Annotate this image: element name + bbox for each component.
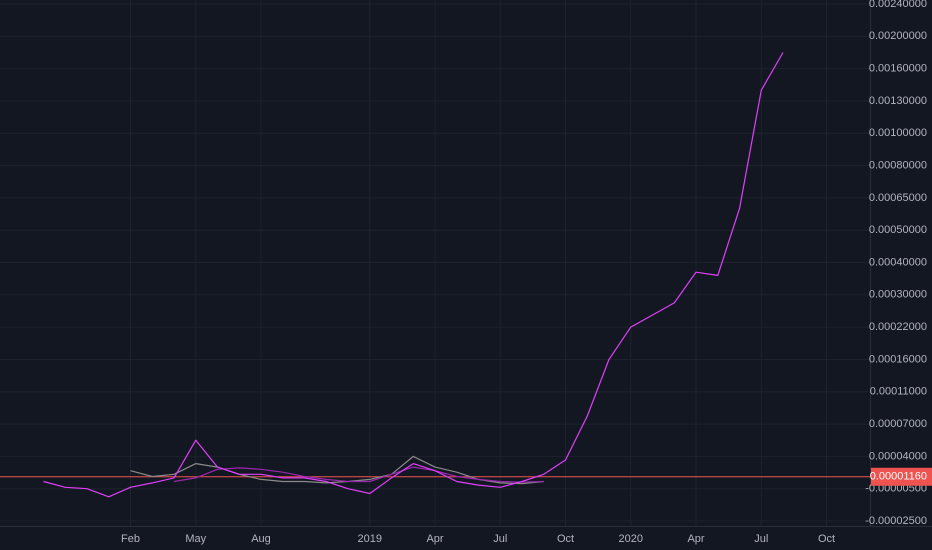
y-tick-label: 0.00016000: [869, 353, 927, 365]
y-tick-label: 0.00007000: [869, 418, 927, 430]
series-line: [173, 466, 544, 483]
series-line: [130, 455, 544, 485]
x-tick-label: Oct: [557, 533, 574, 545]
y-tick-label: 0.00004000: [869, 450, 927, 462]
last-price-box: [871, 467, 932, 486]
y-tick-label: 0.00200000: [869, 30, 927, 42]
y-tick-label: 0.00022000: [869, 321, 927, 333]
x-tick-label: Feb: [121, 533, 140, 545]
x-tick-label: Oct: [818, 533, 835, 545]
y-tick-label: 0.00050000: [869, 224, 927, 236]
y-tick-label: 0.00030000: [869, 289, 927, 301]
y-tick-label: -0.00002500: [865, 515, 927, 527]
y-tick-label: 0.00080000: [869, 159, 927, 171]
series-line: [43, 52, 784, 498]
x-tick-label: 2019: [358, 533, 382, 545]
y-tick-label: 0.00100000: [869, 127, 927, 139]
x-tick-label: 2020: [619, 533, 643, 545]
x-tick-label: Aug: [251, 533, 271, 545]
y-tick-label: 0.00240000: [869, 0, 927, 10]
y-tick-label: 0.00130000: [869, 95, 927, 107]
x-tick-label: Apr: [426, 533, 443, 545]
y-tick-label: 0.00065000: [869, 192, 927, 204]
x-tick-label: May: [185, 533, 206, 545]
x-tick-label: Jul: [493, 533, 507, 545]
last-price-label: 0.00001160: [870, 471, 927, 483]
y-tick-label: 0.00040000: [869, 256, 927, 268]
y-tick-label: 0.00160000: [869, 63, 927, 75]
y-tick-label: 0.00011000: [870, 386, 927, 398]
x-tick-label: Apr: [687, 533, 704, 545]
x-tick-label: Jul: [754, 533, 768, 545]
